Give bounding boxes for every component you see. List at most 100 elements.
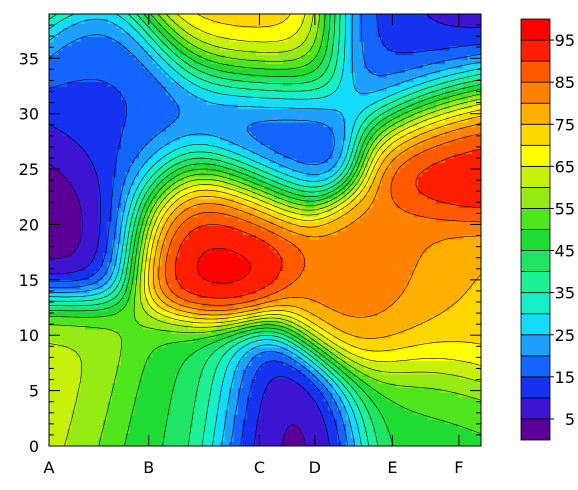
- contour-cell: [319, 248, 325, 254]
- contour-cell: [427, 257, 433, 263]
- contour-cell: [283, 320, 289, 326]
- contour-cell: [373, 243, 379, 249]
- contour-cell: [157, 315, 163, 321]
- contour-cell: [260, 266, 266, 272]
- contour-cell: [377, 419, 383, 425]
- contour-cell: [71, 230, 77, 236]
- contour-cell: [170, 432, 176, 438]
- contour-cell: [346, 320, 352, 326]
- contour-cell: [220, 315, 226, 321]
- contour-cell: [368, 311, 374, 317]
- contour-cell: [80, 378, 86, 384]
- contour-cell: [53, 248, 59, 254]
- contour-cell: [355, 387, 361, 393]
- contour-cell: [80, 423, 86, 429]
- contour-cell: [175, 279, 181, 285]
- contour-cell: [458, 437, 464, 443]
- contour-cell: [53, 230, 59, 236]
- contour-cell: [175, 306, 181, 312]
- contour-cell: [139, 383, 145, 389]
- contour-cell: [328, 324, 334, 330]
- contour-cell: [454, 432, 460, 438]
- contour-cell: [220, 419, 226, 425]
- contour-cell: [256, 387, 262, 393]
- contour-cell: [260, 234, 266, 240]
- contour-cell: [346, 405, 352, 411]
- contour-cell: [359, 230, 365, 236]
- contour-cell: [454, 257, 460, 263]
- contour-cell: [98, 410, 104, 416]
- contour-cell: [134, 288, 140, 294]
- contour-cell: [449, 329, 455, 335]
- contour-cell: [242, 369, 248, 375]
- contour-cell: [143, 293, 149, 299]
- contour-cell: [206, 288, 212, 294]
- contour-cell: [463, 365, 469, 371]
- contour-cell: [296, 252, 302, 258]
- contour-cell: [323, 396, 329, 402]
- contour-cell: [256, 266, 262, 272]
- contour-cell: [103, 378, 109, 384]
- contour-cell: [71, 252, 77, 258]
- contour-cell: [427, 212, 433, 218]
- contour-cell: [67, 401, 73, 407]
- contour-cell: [67, 347, 73, 353]
- contour-cell: [373, 437, 379, 443]
- contour-cell: [458, 212, 464, 218]
- contour-cell: [328, 374, 334, 380]
- contour-cell: [247, 306, 253, 312]
- contour-cell: [184, 216, 190, 222]
- contour-cell: [283, 432, 289, 438]
- contour-cell: [260, 369, 266, 375]
- contour-cell: [130, 302, 136, 308]
- contour-cell: [265, 261, 271, 267]
- contour-cell: [296, 257, 302, 263]
- contour-cell: [431, 248, 437, 254]
- contour-cell: [85, 306, 91, 312]
- contour-cell: [355, 378, 361, 384]
- contour-cell: [274, 266, 280, 272]
- contour-cell: [224, 324, 230, 330]
- contour-cell: [53, 437, 59, 443]
- contour-cell: [134, 243, 140, 249]
- contour-cell: [404, 293, 410, 299]
- contour-cell: [449, 351, 455, 357]
- contour-cell: [427, 230, 433, 236]
- contour-cell: [449, 369, 455, 375]
- contour-cell: [224, 248, 230, 254]
- contour-cell: [431, 342, 437, 348]
- contour-cell: [49, 378, 55, 384]
- contour-cell: [220, 284, 226, 290]
- contour-cell: [53, 396, 59, 402]
- contour-cell: [413, 275, 419, 281]
- contour-cell: [292, 414, 298, 420]
- contour-cell: [175, 234, 181, 240]
- contour-cell: [427, 252, 433, 258]
- contour-cell: [323, 239, 329, 245]
- contour-cell: [166, 329, 172, 335]
- contour-cell: [355, 225, 361, 231]
- contour-cell: [107, 230, 113, 236]
- contour-cell: [107, 360, 113, 366]
- contour-cell: [170, 396, 176, 402]
- contour-cell: [445, 428, 451, 434]
- contour-cell: [476, 324, 481, 330]
- contour-cell: [211, 243, 217, 249]
- contour-cell: [71, 396, 77, 402]
- contour-cell: [53, 338, 59, 344]
- contour-cell: [292, 243, 298, 249]
- contour-cell: [301, 419, 307, 425]
- contour-cell: [220, 234, 226, 240]
- contour-cell: [130, 311, 136, 317]
- contour-cell: [346, 216, 352, 222]
- contour-cell: [418, 374, 424, 380]
- contour-cell: [125, 419, 131, 425]
- contour-cell: [224, 261, 230, 267]
- contour-cell: [364, 216, 370, 222]
- contour-cell: [139, 212, 145, 218]
- contour-cell: [76, 333, 82, 339]
- contour-cell: [76, 261, 82, 267]
- contour-cell: [449, 392, 455, 398]
- contour-cell: [202, 437, 208, 443]
- contour-cell: [112, 414, 118, 420]
